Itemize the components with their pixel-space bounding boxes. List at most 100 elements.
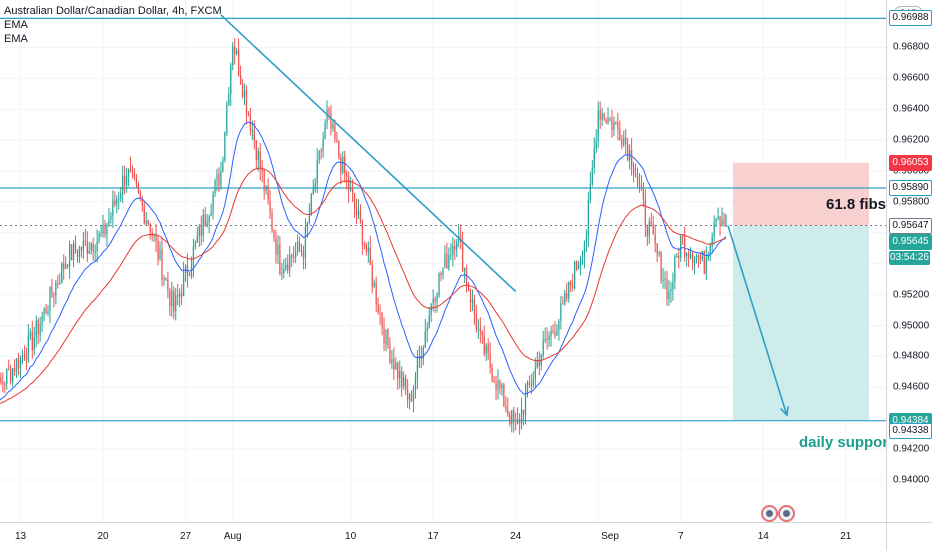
time-axis[interactable]: 13 20 27 Aug 10 17 24 Sep 7 14 21	[0, 522, 886, 551]
candle-body	[291, 254, 293, 258]
candle-body	[503, 384, 505, 407]
candle	[6, 367, 8, 390]
candle-body	[595, 140, 597, 150]
candle-body	[206, 222, 208, 226]
candle	[334, 119, 336, 143]
candle	[300, 244, 303, 257]
candle	[383, 317, 385, 352]
candle-body	[118, 198, 120, 200]
candle	[471, 289, 474, 312]
candle-body	[648, 221, 650, 237]
candle-body	[222, 160, 224, 172]
candle	[491, 363, 493, 383]
candle-body	[228, 94, 230, 106]
candle	[328, 106, 330, 120]
candle-body	[353, 193, 356, 207]
price-tag-level: 0.95890	[889, 179, 932, 196]
price-tick-label: 0.95800	[893, 196, 930, 208]
candle-body	[505, 406, 507, 410]
candle	[149, 222, 151, 240]
candle	[118, 191, 120, 210]
candle-body	[68, 244, 71, 267]
candle	[440, 271, 442, 282]
indicator-ema-1[interactable]: EMA	[4, 19, 28, 31]
candle	[239, 65, 242, 85]
candle	[399, 360, 401, 389]
candle-body	[442, 267, 444, 276]
candle-body	[161, 249, 163, 280]
candle-body	[369, 247, 371, 265]
candle	[373, 279, 375, 289]
candle	[412, 385, 415, 413]
candle-body	[53, 295, 55, 297]
candle	[436, 292, 438, 313]
candle-body	[687, 252, 690, 258]
candle	[37, 318, 39, 345]
candle-body	[607, 118, 609, 124]
candle-body	[110, 215, 112, 220]
candle	[283, 259, 285, 279]
candle-body	[218, 174, 220, 186]
candle-body	[475, 314, 478, 330]
candle-body	[98, 233, 100, 242]
candle	[127, 168, 130, 187]
candle	[552, 324, 554, 334]
candle-body	[210, 211, 212, 217]
candle-body	[497, 380, 499, 390]
candle	[481, 330, 483, 345]
candle-body	[167, 279, 169, 291]
candle	[145, 211, 147, 226]
candle	[241, 78, 244, 99]
candle-body	[670, 288, 672, 292]
candle	[10, 364, 12, 385]
candle	[566, 282, 568, 302]
candle	[200, 215, 202, 246]
candle-body	[25, 359, 28, 361]
candle-body	[654, 234, 656, 244]
candle-body	[143, 205, 145, 224]
candle-body	[685, 252, 688, 257]
candle	[353, 192, 356, 218]
candle	[687, 248, 690, 268]
candle	[685, 252, 688, 267]
candle-body	[644, 199, 647, 226]
candle-body	[532, 379, 535, 386]
candle	[155, 224, 157, 253]
candle	[434, 296, 436, 314]
candle-body	[6, 369, 8, 385]
candle	[577, 260, 580, 270]
price-axis[interactable]: CAD 0.968000.966000.964000.962000.960000…	[886, 0, 932, 522]
indicator-ema-2[interactable]: EMA	[4, 33, 28, 45]
candle	[17, 352, 20, 376]
candle-body	[4, 383, 6, 385]
symbol-title[interactable]: Australian Dollar/Canadian Dollar, 4h, F…	[4, 5, 222, 17]
candle-body	[129, 168, 132, 172]
candle	[405, 374, 407, 396]
candle	[257, 147, 259, 172]
candle-body	[15, 358, 18, 372]
candle-body	[226, 105, 228, 133]
event-marker-2[interactable]	[778, 505, 795, 522]
candle-body	[615, 122, 617, 124]
candle-body	[255, 140, 257, 160]
candle	[367, 241, 369, 263]
candle-body	[517, 419, 519, 424]
chart-plot-area[interactable]: Australian Dollar/Canadian Dollar, 4h, F…	[0, 0, 886, 522]
candle-body	[145, 220, 147, 224]
candle-body	[340, 157, 342, 173]
candle-body	[257, 151, 259, 160]
candle	[627, 137, 629, 162]
candle-body	[581, 256, 584, 259]
price-tag-last: 0.95645	[889, 233, 932, 250]
candle	[287, 254, 289, 274]
candle-body	[719, 216, 721, 225]
candle-body	[147, 220, 149, 225]
candle	[23, 345, 26, 361]
candle-body	[328, 109, 330, 114]
candle-body	[344, 156, 346, 174]
candle-body	[261, 168, 263, 171]
candle	[291, 253, 293, 268]
candle	[188, 272, 191, 277]
candle-body	[84, 240, 86, 243]
event-marker-1[interactable]	[761, 505, 778, 522]
